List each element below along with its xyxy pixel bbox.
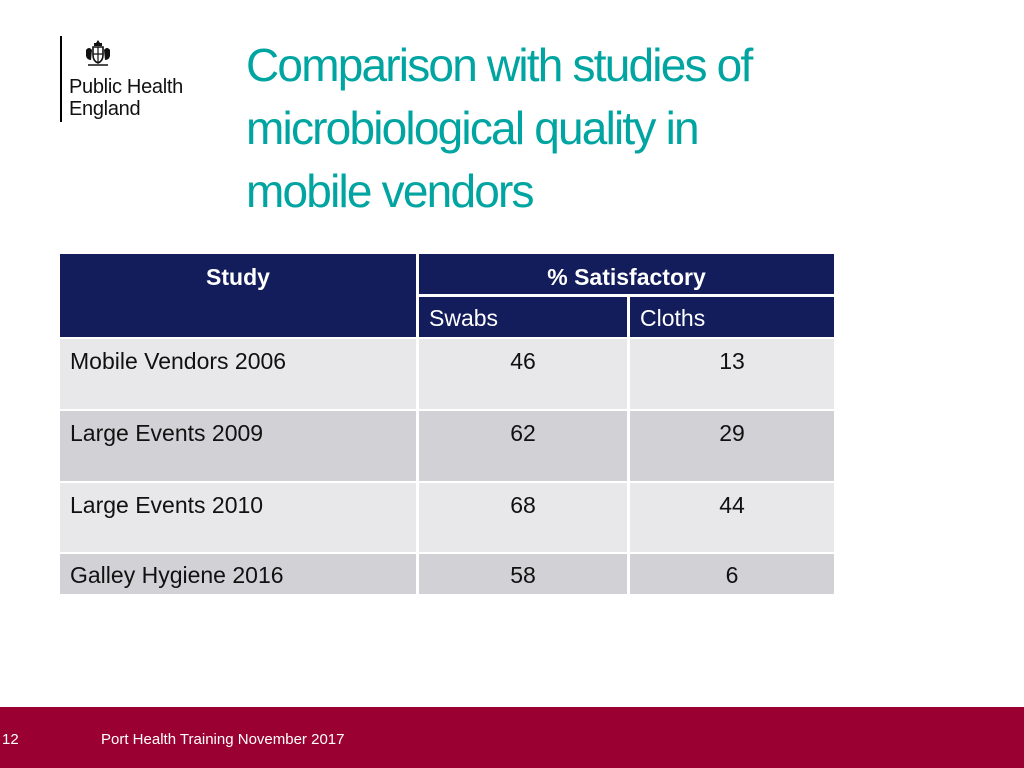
table-row-3-cloths: 44	[630, 483, 834, 552]
subheader-cloths-label: Cloths	[640, 305, 706, 331]
title-line-2: microbiological quality in	[246, 102, 700, 154]
table-row-4-cloths: 6	[630, 554, 834, 594]
header-satisfactory: % Satisfactory	[419, 254, 834, 294]
header-study: Study	[60, 254, 416, 337]
subheader-swabs-label: Swabs	[429, 305, 499, 331]
table-row-1-swabs: 46	[419, 339, 627, 409]
table-row-1-study: Mobile Vendors 2006	[60, 339, 416, 409]
footer-text: Port Health Training November 2017	[101, 731, 345, 748]
footer-bar: 12 Port Health Training November 2017	[0, 707, 1024, 768]
logo-wordmark: Public Health England	[69, 76, 183, 120]
table-row-1-cloths: 13	[630, 339, 834, 409]
phe-logo: Public Health England	[60, 36, 220, 122]
subheader-swabs: Swabs	[419, 297, 627, 337]
table-row-2-swabs: 62	[419, 411, 627, 481]
table-row-2-study: Large Events 2009	[60, 411, 416, 481]
header-satisfactory-label: % Satisfactory	[547, 264, 706, 290]
logo-line-2: England	[69, 98, 141, 120]
title-line-3: mobile vendors	[246, 165, 535, 217]
header-study-label: Study	[206, 264, 270, 290]
slide-number: 12	[2, 731, 19, 748]
table-row-4-swabs: 58	[419, 554, 627, 594]
table-row-4-study: Galley Hygiene 2016	[60, 554, 416, 594]
header-divider	[416, 294, 834, 297]
table-row-2-cloths: 29	[630, 411, 834, 481]
table-row-3-study: Large Events 2010	[60, 483, 416, 552]
logo-divider	[60, 36, 62, 122]
subheader-cloths: Cloths	[630, 297, 834, 337]
slide-title: Comparison with studies of microbiologic…	[246, 34, 886, 223]
royal-crest-icon	[86, 40, 110, 66]
table-row-3-swabs: 68	[419, 483, 627, 552]
comparison-table: Study % Satisfactory Swabs Cloths Mobile…	[60, 254, 834, 594]
logo-line-1: Public Health	[69, 76, 183, 98]
title-line-1: Comparison with studies of	[246, 39, 753, 91]
